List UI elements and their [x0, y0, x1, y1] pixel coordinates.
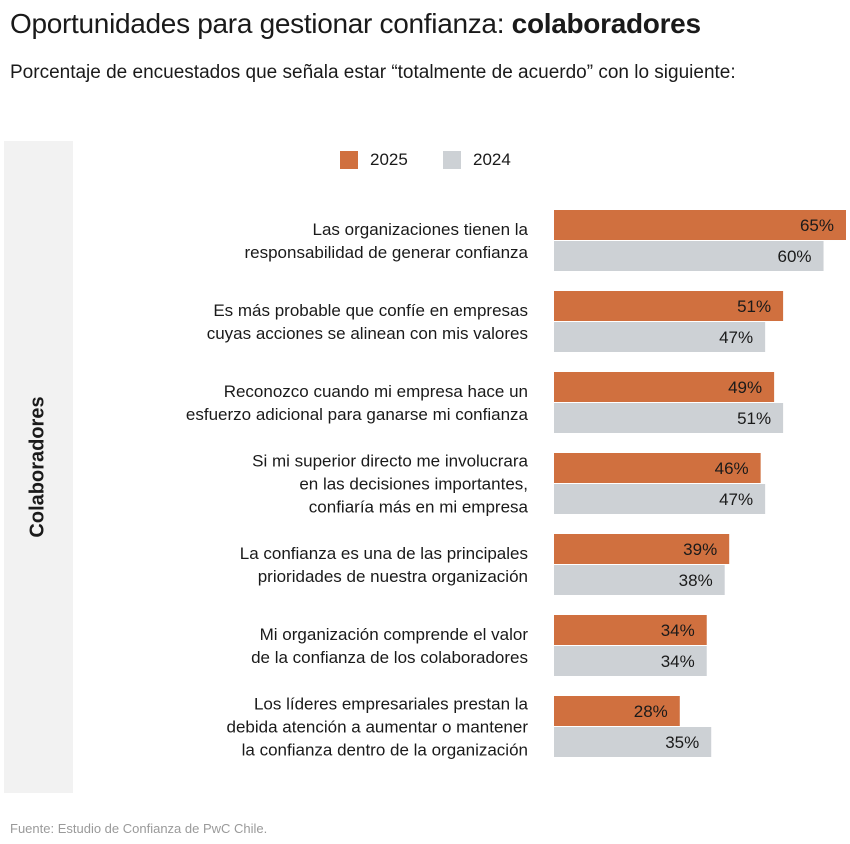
category-label: La confianza es una de las principales pr…	[240, 544, 528, 586]
chart-title-regular: Oportunidades para gestionar confianza:	[10, 8, 512, 39]
data-label-2025: 46%	[715, 459, 749, 478]
data-label-2024: 47%	[719, 328, 753, 347]
bar-2025	[554, 453, 761, 483]
legend-item-2024: 2024	[443, 150, 511, 170]
data-label-2025: 49%	[728, 378, 762, 397]
data-label-2025: 34%	[661, 621, 695, 640]
legend-swatch-2024	[443, 151, 461, 169]
data-label-2024: 38%	[679, 571, 713, 590]
bar-2025	[554, 372, 775, 402]
category-label: Las organizaciones tienen la responsabili…	[244, 220, 528, 262]
bar-2024	[554, 403, 784, 433]
bar-2025	[554, 696, 680, 726]
category-label: Los líderes empresariales prestan la debi…	[227, 695, 529, 760]
legend-swatch-2025	[340, 151, 358, 169]
data-label-2025: 39%	[683, 540, 717, 559]
chart-title: Oportunidades para gestionar confianza: …	[10, 8, 701, 40]
data-label-2025: 51%	[737, 297, 771, 316]
bar-2025	[554, 534, 730, 564]
legend-label-2025: 2025	[370, 150, 408, 169]
bar-2024	[554, 727, 712, 757]
bar-2024	[554, 322, 766, 352]
category-label: Reconozco cuando mi empresa hace un esfue…	[186, 382, 529, 424]
source-note: Fuente: Estudio de Confianza de PwC Chil…	[10, 821, 268, 836]
data-label-2024: 35%	[665, 733, 699, 752]
bar-2025	[554, 615, 707, 645]
bar-2024	[554, 565, 725, 595]
data-label-2024: 60%	[778, 247, 812, 266]
chart-subtitle: Porcentaje de encuestados que señala est…	[10, 62, 736, 83]
data-label-2024: 47%	[719, 490, 753, 509]
category-label: Si mi superior directo me involucrara en …	[252, 452, 528, 517]
data-label-2025: 65%	[800, 216, 834, 235]
bar-2025	[554, 291, 784, 321]
bar-2024	[554, 241, 824, 271]
category-label: Es más probable que confíe en empresas cu…	[207, 301, 528, 343]
bar-2024	[554, 646, 707, 676]
legend-item-2025: 2025	[340, 150, 408, 170]
data-label-2024: 51%	[737, 409, 771, 428]
data-label-2024: 34%	[661, 652, 695, 671]
data-label-2025: 28%	[634, 702, 668, 721]
chart-title-bold: colaboradores	[511, 8, 701, 39]
category-label: Mi organización comprende el valor de la …	[251, 625, 528, 667]
side-panel	[4, 141, 73, 793]
legend-label-2024: 2024	[473, 150, 511, 169]
bar-2024	[554, 484, 766, 514]
bar-2025	[554, 210, 846, 240]
